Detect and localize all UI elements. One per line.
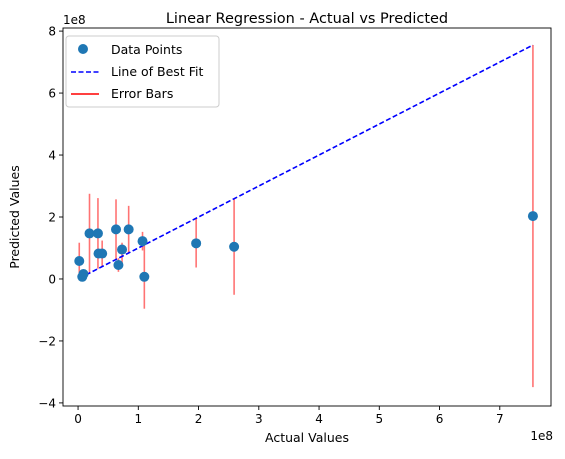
y-axis-label: Predicted Values (7, 165, 22, 269)
legend: Data Points Line of Best Fit Error Bars (65, 35, 220, 108)
legend-errors-label: Error Bars (111, 86, 173, 101)
x-tick-label: 0 (74, 412, 82, 426)
y-tick-label: −4 (38, 396, 56, 410)
data-points-layer (74, 211, 538, 282)
data-point-13 (139, 271, 150, 282)
y-tick-label: 6 (48, 87, 56, 101)
legend-fit-label: Line of Best Fit (111, 64, 203, 79)
x-axis-label: Actual Values (265, 430, 349, 445)
data-point-9 (113, 260, 124, 271)
data-point-8 (111, 224, 122, 235)
data-point-7 (97, 248, 108, 259)
data-point-10 (117, 244, 128, 255)
x-tick-label: 2 (195, 412, 203, 426)
y-axis-scale-label: 1e8 (63, 13, 86, 27)
data-point-12 (137, 236, 148, 247)
y-axis-ticks: −4 −2 0 2 4 6 8 (38, 25, 63, 410)
data-point-4 (84, 228, 95, 239)
x-axis-ticks: 0 1 2 3 4 5 6 7 (74, 406, 504, 426)
data-point-5 (92, 228, 103, 239)
x-tick-label: 7 (496, 412, 504, 426)
y-tick-label: −2 (38, 334, 56, 348)
legend-points-label: Data Points (111, 42, 182, 57)
legend-points-marker (78, 44, 88, 54)
data-point-3 (78, 269, 89, 280)
y-tick-label: 2 (48, 211, 56, 225)
data-point-11 (123, 224, 134, 235)
fit-line-layer (78, 44, 534, 280)
x-tick-label: 5 (375, 412, 383, 426)
data-point-16 (527, 211, 538, 222)
x-axis-scale-label: 1e8 (530, 429, 553, 443)
legend-box (65, 35, 220, 108)
best-fit-line (78, 44, 534, 280)
data-point-1 (74, 255, 85, 266)
chart-title: Linear Regression - Actual vs Predicted (166, 11, 448, 27)
x-tick-label: 4 (315, 412, 323, 426)
data-point-15 (229, 241, 240, 252)
x-tick-label: 3 (255, 412, 263, 426)
x-tick-label: 1 (134, 412, 142, 426)
data-point-14 (191, 238, 202, 249)
y-tick-label: 4 (48, 149, 56, 163)
x-tick-label: 6 (436, 412, 444, 426)
y-tick-label: 0 (48, 272, 56, 286)
y-tick-label: 8 (48, 25, 56, 39)
